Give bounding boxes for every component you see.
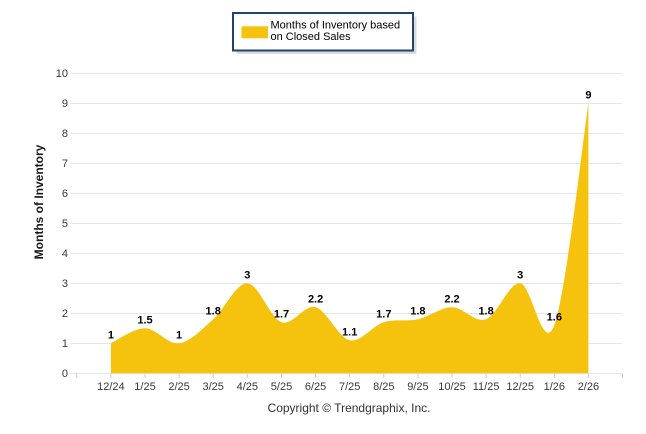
svg-text:1/26: 1/26 bbox=[544, 381, 565, 393]
svg-text:10: 10 bbox=[56, 68, 68, 80]
svg-text:9/25: 9/25 bbox=[407, 381, 428, 393]
svg-text:6: 6 bbox=[62, 188, 68, 200]
svg-text:4: 4 bbox=[62, 248, 68, 260]
svg-text:6/25: 6/25 bbox=[305, 381, 326, 393]
svg-text:on Closed Sales: on Closed Sales bbox=[271, 31, 352, 43]
svg-text:1: 1 bbox=[62, 338, 68, 350]
svg-text:3: 3 bbox=[244, 270, 250, 282]
svg-text:4/25: 4/25 bbox=[237, 381, 258, 393]
svg-text:2/26: 2/26 bbox=[578, 381, 599, 393]
svg-text:2/25: 2/25 bbox=[168, 381, 189, 393]
svg-text:3: 3 bbox=[517, 270, 523, 282]
svg-text:9: 9 bbox=[62, 98, 68, 110]
svg-text:Copyright © Trendgraphix, Inc.: Copyright © Trendgraphix, Inc. bbox=[268, 401, 431, 415]
svg-text:1.5: 1.5 bbox=[137, 315, 152, 327]
svg-text:1: 1 bbox=[108, 330, 114, 342]
svg-text:10/25: 10/25 bbox=[438, 381, 466, 393]
svg-text:1.7: 1.7 bbox=[376, 309, 391, 321]
svg-text:1.7: 1.7 bbox=[274, 309, 289, 321]
svg-text:1/25: 1/25 bbox=[134, 381, 155, 393]
svg-text:5: 5 bbox=[62, 218, 68, 230]
svg-text:2.2: 2.2 bbox=[308, 294, 323, 306]
svg-text:1: 1 bbox=[176, 330, 182, 342]
svg-text:9: 9 bbox=[585, 90, 591, 102]
svg-text:7/25: 7/25 bbox=[339, 381, 360, 393]
svg-text:12/24: 12/24 bbox=[97, 381, 125, 393]
svg-text:12/25: 12/25 bbox=[506, 381, 534, 393]
svg-text:8/25: 8/25 bbox=[373, 381, 394, 393]
svg-text:1.1: 1.1 bbox=[342, 327, 357, 339]
svg-text:2.2: 2.2 bbox=[444, 294, 459, 306]
svg-text:Months of Inventory based: Months of Inventory based bbox=[271, 20, 401, 32]
svg-text:1.8: 1.8 bbox=[410, 306, 425, 318]
svg-text:5/25: 5/25 bbox=[271, 381, 292, 393]
svg-text:1.8: 1.8 bbox=[478, 306, 493, 318]
svg-text:3: 3 bbox=[62, 278, 68, 290]
svg-text:11/25: 11/25 bbox=[473, 381, 500, 393]
svg-text:1.6: 1.6 bbox=[547, 312, 562, 324]
svg-text:Months of Inventory: Months of Inventory bbox=[32, 144, 46, 259]
svg-text:1.8: 1.8 bbox=[206, 306, 221, 318]
svg-text:8: 8 bbox=[62, 128, 68, 140]
svg-text:0: 0 bbox=[62, 368, 68, 380]
svg-text:3/25: 3/25 bbox=[202, 381, 223, 393]
svg-text:7: 7 bbox=[62, 158, 68, 170]
svg-text:2: 2 bbox=[62, 308, 68, 320]
